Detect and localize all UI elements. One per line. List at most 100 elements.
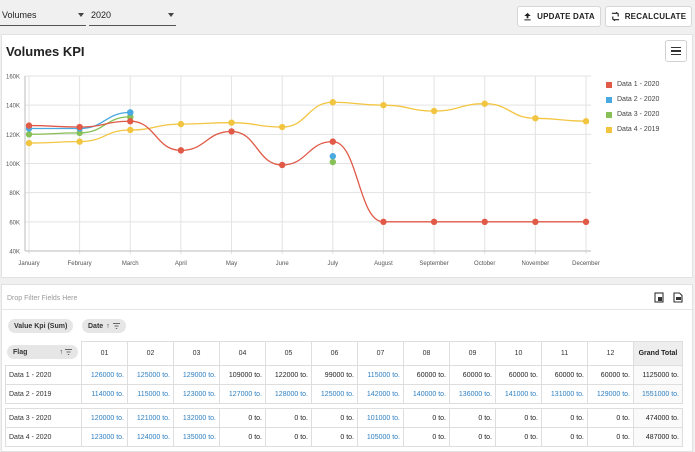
date-field-chip[interactable]: Date ↑	[82, 319, 126, 333]
column-header[interactable]: 07	[357, 341, 404, 366]
sort-arrow-icon[interactable]: ↑	[106, 322, 110, 330]
x-tick-label: November	[522, 261, 550, 267]
value-cell[interactable]: 128000 to.	[265, 384, 312, 404]
value-cell[interactable]: 129000 to.	[587, 384, 634, 404]
panel-title: Volumes KPI	[6, 44, 85, 59]
value-cell[interactable]: 125000 to.	[311, 384, 358, 404]
data-point	[228, 128, 235, 135]
value-cell[interactable]: 136000 to.	[449, 384, 496, 404]
flag-field-chip[interactable]: Flag ↑	[7, 345, 78, 359]
value-cell[interactable]: 142000 to.	[357, 384, 404, 404]
legend-item[interactable]: Data 3 - 2020	[606, 107, 659, 122]
legend-item[interactable]: Data 2 - 2020	[606, 92, 659, 107]
value-cell[interactable]: 123000 to.	[81, 427, 128, 447]
sort-arrow-icon[interactable]: ↑	[59, 348, 64, 356]
filter-icon[interactable]	[112, 323, 120, 329]
column-header[interactable]: 04	[219, 341, 266, 366]
value-cell[interactable]: 115000 to.	[357, 365, 404, 385]
header-row: 01 02 03 04 05 06 07 08 09 10 11 12 Grand Total	[6, 341, 683, 366]
export-pdf-icon[interactable]	[673, 292, 683, 303]
table-row: Data 2 - 2019 114000 to. 115000 to. 123000 …	[5, 384, 683, 404]
column-header[interactable]: 08	[403, 341, 450, 366]
x-tick-label: January	[18, 261, 39, 267]
data-point	[532, 218, 539, 226]
value-cell[interactable]: 131000 to.	[541, 384, 588, 404]
data-point	[430, 218, 438, 226]
legend-item[interactable]: Data 4 - 2019	[606, 122, 659, 137]
pivot-panel: Drop Filter Fields Here Value Kpi (Sum) …	[1, 284, 694, 452]
value-cell: 0 to.	[265, 408, 312, 428]
x-tick-label: September	[419, 261, 448, 267]
data-point	[532, 115, 539, 122]
x-tick-label: April	[175, 261, 187, 267]
value-cell[interactable]: 124000 to.	[127, 427, 174, 447]
x-tick-label: July	[327, 261, 338, 267]
value-cell[interactable]: 120000 to.	[81, 408, 128, 428]
year-select[interactable]: 2020	[89, 6, 176, 26]
filter-icon[interactable]	[65, 349, 72, 355]
data-point	[228, 119, 235, 126]
value-cell[interactable]: 125000 to.	[127, 365, 174, 385]
x-tick-label: October	[474, 261, 495, 267]
data-point	[25, 131, 33, 138]
data-point	[127, 126, 134, 134]
value-cell[interactable]: 114000 to.	[81, 384, 128, 404]
legend-label: Data 4 - 2019	[617, 126, 660, 133]
update-data-button[interactable]: UPDATE DATA	[517, 6, 601, 27]
row-label: Data 4 - 2020	[5, 427, 82, 447]
value-cell: 109000 to.	[219, 365, 266, 385]
legend-item[interactable]: Data 1 - 2020	[606, 77, 659, 92]
data-point	[329, 99, 337, 106]
data-point	[177, 120, 185, 128]
measure-select[interactable]: Volumes	[0, 6, 86, 26]
legend-swatch	[606, 96, 612, 103]
update-data-label: UPDATE DATA	[537, 12, 595, 21]
value-cell[interactable]: 129000 to.	[173, 365, 220, 385]
recalculate-button[interactable]: RECALCULATE	[605, 6, 692, 27]
y-tick-label: 120K	[6, 133, 20, 139]
column-header[interactable]: 05	[265, 341, 312, 366]
column-header[interactable]: 03	[173, 341, 220, 366]
value-cell: 0 to.	[587, 408, 634, 428]
value-cell[interactable]: 140000 to.	[403, 384, 450, 404]
value-cell[interactable]: 126000 to.	[81, 365, 128, 385]
value-cell: 0 to.	[403, 408, 450, 428]
value-cell[interactable]: 115000 to.	[127, 384, 174, 404]
data-point	[329, 158, 337, 166]
value-cell: 0 to.	[449, 408, 496, 428]
value-cell[interactable]: 132000 to.	[173, 408, 220, 428]
divider	[2, 309, 694, 310]
column-header[interactable]: 11	[541, 341, 588, 366]
y-tick-label: 80K	[9, 191, 20, 197]
chart-menu-button[interactable]	[665, 40, 687, 62]
date-field-label: Date	[88, 322, 104, 330]
value-cell[interactable]: 141000 to.	[495, 384, 542, 404]
legend-label: Data 3 - 2020	[617, 111, 660, 118]
column-header[interactable]: 09	[449, 341, 496, 366]
value-cell[interactable]: 121000 to.	[127, 408, 174, 428]
column-header[interactable]: 10	[495, 341, 542, 366]
value-field-chip[interactable]: Value Kpi (Sum)	[8, 319, 74, 333]
row-label: Data 3 - 2020	[5, 408, 82, 428]
column-header[interactable]: 02	[127, 341, 174, 366]
value-cell[interactable]: 123000 to.	[173, 384, 220, 404]
drop-filter-zone[interactable]: Drop Filter Fields Here	[7, 295, 78, 302]
value-cell: 60000 to.	[449, 365, 496, 385]
value-cell: 0 to.	[219, 427, 266, 447]
y-tick-label: 40K	[9, 250, 20, 256]
row-total-cell[interactable]: 1551000 to.	[633, 384, 683, 404]
export-image-icon[interactable]	[654, 292, 664, 303]
data-point	[177, 147, 185, 154]
chevron-down-icon	[78, 13, 84, 17]
x-tick-label: March	[122, 261, 139, 267]
column-header[interactable]: 01	[81, 341, 128, 366]
value-cell[interactable]: 135000 to.	[173, 427, 220, 447]
value-cell: 60000 to.	[403, 365, 450, 385]
value-cell[interactable]: 105000 to.	[357, 427, 404, 447]
column-header[interactable]: 12	[587, 341, 634, 366]
column-header[interactable]: 06	[311, 341, 358, 366]
value-cell[interactable]: 127000 to.	[219, 384, 266, 404]
value-cell[interactable]: 101000 to.	[357, 408, 404, 428]
value-cell: 0 to.	[449, 427, 496, 447]
data-point	[582, 218, 590, 226]
